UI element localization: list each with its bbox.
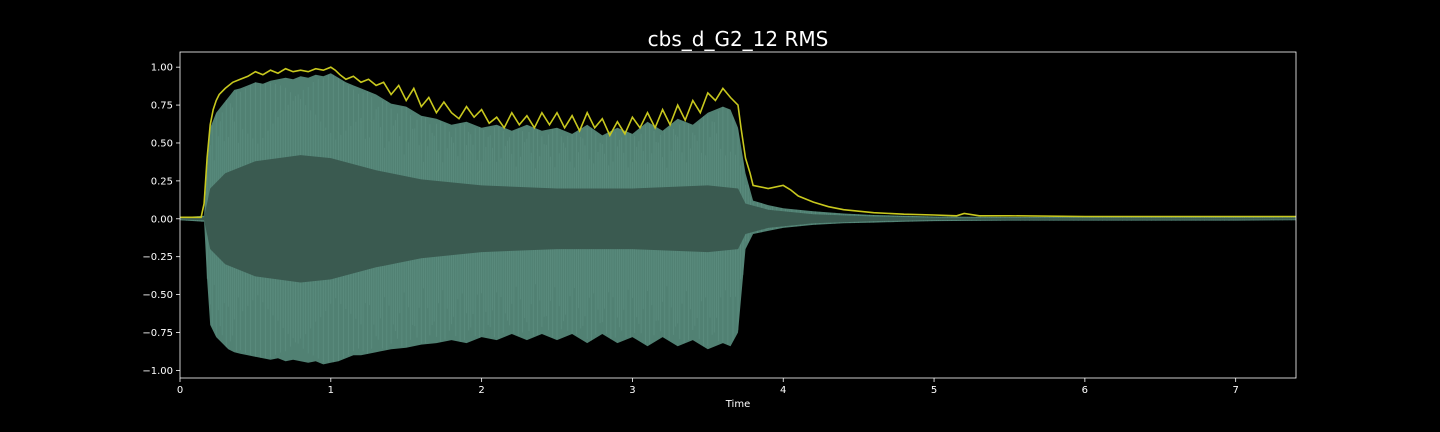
y-tick-label: −0.75 (142, 328, 173, 339)
waveform-core-area (180, 155, 1296, 283)
plot-frame (179, 51, 1297, 379)
y-tick-label: 1.00 (151, 63, 173, 74)
axes: 0 1 2 3 4 5 6 7 1.00 0.75 0.50 0.25 0.00 −0.25 −0.50 −0… (142, 51, 1297, 396)
x-tick-label: 7 (1232, 385, 1238, 396)
x-tick-label: 1 (328, 385, 334, 396)
x-tick-label: 0 (177, 385, 183, 396)
y-tick-label: 0.75 (151, 101, 173, 112)
x-axis-label: Time (725, 399, 750, 410)
y-tick-label: −0.25 (142, 252, 173, 263)
x-tick-label: 3 (629, 385, 635, 396)
y-tick-label: 0.50 (151, 138, 173, 149)
y-tick-label: 0.00 (151, 214, 173, 225)
x-tick-label: 4 (780, 385, 786, 396)
y-tick-label: −0.50 (142, 290, 173, 301)
y-tick-label: 0.25 (151, 176, 173, 187)
y-tick-label: −1.00 (142, 366, 173, 377)
rms-line (180, 66, 1296, 219)
x-tick-label: 2 (478, 385, 484, 396)
x-tick-label: 5 (931, 385, 937, 396)
x-tick-label: 6 (1082, 385, 1088, 396)
chart-title: cbs_d_G2_12 RMS (648, 27, 829, 51)
plot-area (180, 66, 1296, 365)
